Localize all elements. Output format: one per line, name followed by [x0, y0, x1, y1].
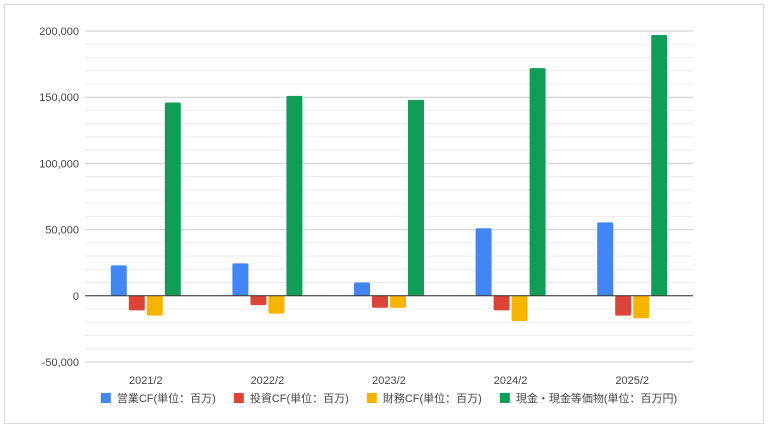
bar-series-3-2023-2[interactable]: [408, 99, 424, 296]
bar-series-0-2023-2[interactable]: [354, 282, 370, 296]
legend-swatch: [100, 393, 111, 403]
bar-series-0-2022-2[interactable]: [232, 263, 249, 296]
legend-swatch: [499, 393, 510, 403]
bar-series-2-2022-2[interactable]: [268, 295, 285, 314]
y-tick-label: 50,000: [45, 225, 79, 237]
legend-swatch: [366, 393, 377, 403]
bar-series-0-2025-2[interactable]: [597, 222, 614, 296]
y-tick-label: 100,000: [39, 158, 79, 170]
bar-series-1-2023-2[interactable]: [372, 295, 388, 308]
legend-layer: 営業CF(単位：百万) 投資CF(単位：百万) 財務CF(単位：百万) 現金・現金等価…: [100, 391, 677, 405]
legend-item-2[interactable]: 財務CF(単位：百万): [366, 391, 482, 405]
bar-series-2-2025-2[interactable]: [633, 295, 650, 319]
x-tick-label: 2022/2: [251, 375, 285, 387]
legend-label: 現金・現金等価物(単位：百万円): [516, 391, 677, 405]
chart-svg: -50,000 0 50,000 100,000 150,000 200,000 2021/…: [39, 26, 693, 405]
bar-series-3-2024-2[interactable]: [529, 68, 546, 296]
x-tick-label: 2021/2: [129, 375, 163, 387]
legend-label: 財務CF(単位：百万): [383, 391, 482, 405]
legend-item-0[interactable]: 営業CF(単位：百万): [100, 391, 216, 405]
bar-series-3-2022-2[interactable]: [286, 95, 303, 296]
legend-item-3[interactable]: 現金・現金等価物(単位：百万円): [499, 391, 677, 405]
axis-layer: -50,000 0 50,000 100,000 150,000 200,000 2021/…: [39, 26, 693, 387]
x-tick-label: 2023/2: [372, 375, 406, 387]
chart-frame: -50,000 0 50,000 100,000 150,000 200,000 2021/…: [4, 4, 764, 424]
x-tick-label: 2024/2: [494, 375, 528, 387]
bar-series-0-2021-2[interactable]: [110, 265, 127, 296]
bar-series-0-2024-2[interactable]: [475, 228, 492, 296]
legend-swatch: [233, 393, 244, 403]
bar-series-3-2021-2[interactable]: [164, 102, 181, 296]
legend-label: 営業CF(単位：百万): [117, 391, 216, 405]
legend-label: 投資CF(単位：百万): [250, 391, 349, 405]
y-tick-label: 200,000: [39, 26, 79, 38]
legend-item-1[interactable]: 投資CF(単位：百万): [233, 391, 349, 405]
bar-series-3-2025-2[interactable]: [651, 34, 668, 296]
bar-series-2-2024-2[interactable]: [511, 295, 528, 321]
y-tick-label: 150,000: [39, 92, 79, 104]
y-tick-label: -50,000: [42, 357, 79, 369]
bar-series-1-2024-2[interactable]: [493, 295, 510, 311]
bar-series-1-2021-2[interactable]: [128, 295, 145, 311]
y-tick-label: 0: [73, 291, 79, 303]
bar-layer: [110, 34, 668, 321]
bar-series-1-2022-2[interactable]: [250, 295, 267, 306]
bar-series-2-2021-2[interactable]: [146, 295, 163, 316]
bar-series-1-2025-2[interactable]: [615, 295, 632, 316]
bar-series-2-2023-2[interactable]: [390, 295, 406, 308]
x-tick-label: 2025/2: [615, 375, 649, 387]
